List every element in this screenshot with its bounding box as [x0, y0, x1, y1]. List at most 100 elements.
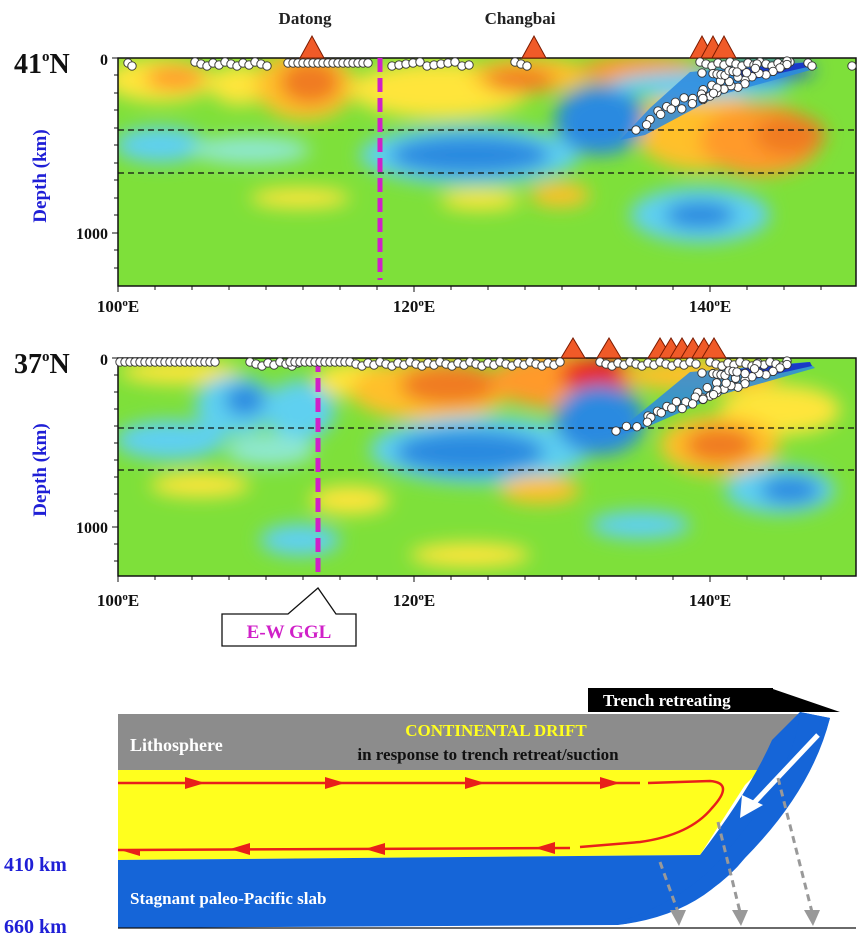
volcano-icon [560, 337, 586, 359]
earthquake-dot [847, 61, 857, 71]
xtick-120e-41n: 120oE [393, 297, 435, 316]
earthquake-dot [750, 63, 760, 74]
xtick-100e-41n: 100oE [97, 297, 139, 316]
ytick-1000-37n: 1000 [76, 520, 108, 537]
trench-arrow-bar [588, 688, 773, 712]
earthquake-dot [708, 389, 719, 400]
volcano-icon [701, 337, 727, 359]
earthquake-dot [698, 93, 708, 104]
earthquake-dot [666, 104, 676, 114]
trench-arrow-head-icon [770, 688, 840, 712]
volcano-markers-41n [299, 34, 737, 59]
volcano-icon [299, 34, 325, 59]
earthquake-dot [363, 58, 373, 68]
lithosphere-layer [118, 714, 808, 770]
earthquake-dot [732, 367, 742, 377]
earthquake-dot [677, 104, 687, 114]
earthquake-dot [262, 61, 272, 71]
flow-arrow-icon [600, 777, 620, 789]
earthquake-dot [611, 426, 621, 436]
volcano-label-changbai: Changbai [485, 9, 556, 28]
depth-660-label: 660 km [4, 916, 67, 937]
earthquake-dot [732, 67, 742, 77]
xtick-140e-37n: 140oE [689, 591, 731, 610]
earthquake-dot [522, 61, 532, 71]
volcano-icon [711, 34, 737, 59]
earthquake-dot [697, 368, 707, 378]
xtick-140e-41n: 140oE [689, 297, 731, 316]
earthquake-dot [697, 68, 707, 78]
depth-410-label: 410 km [4, 854, 67, 876]
earthquake-dot [210, 357, 220, 367]
ytick-0-41n: 0 [100, 52, 108, 69]
earthquake-dot [632, 422, 642, 432]
earthquake-dot [641, 120, 652, 130]
flow-arrow-icon [120, 844, 140, 856]
earthquake-dot [670, 97, 681, 107]
xtick-100e-37n: 100oE [97, 591, 139, 610]
earthquake-dot [721, 378, 731, 388]
earthquake-dot [698, 394, 708, 404]
latitude-label-41n: 41oN [14, 49, 70, 80]
earthquake-dot [741, 68, 752, 78]
earthquake-dot [740, 368, 750, 379]
lithosphere-label: Lithosphere [130, 735, 223, 755]
continental-drift-subtitle: in response to trench retreat/suction [357, 745, 619, 764]
trench-retreating-label: Trench retreating [603, 691, 731, 710]
ggl-callout-box [221, 587, 357, 647]
earthquake-dot [621, 421, 632, 432]
ylabel-37n: Depth (km) [30, 423, 51, 516]
earthquake-dot [749, 364, 760, 374]
flow-arrow-icon [325, 777, 345, 789]
flow-arrow-icon [465, 777, 485, 789]
earthquake-dot [687, 399, 698, 409]
earthquake-dot [677, 403, 687, 414]
earthquake-markers-41n [123, 56, 857, 135]
earthquake-dot [691, 359, 701, 369]
continental-drift-title: CONTINENTAL DRIFT [405, 721, 587, 740]
xtick-120e-37n: 120oE [393, 591, 435, 610]
earthquake-dot [555, 357, 565, 367]
tomography-field-37n [118, 358, 856, 576]
earthquake-dot [687, 99, 697, 109]
earthquake-dot [631, 125, 641, 135]
earthquake-dot [464, 60, 474, 70]
earthquake-dot [656, 408, 666, 418]
ylabel-41n: Depth (km) [30, 129, 51, 222]
volcano-label-datong: Datong [279, 9, 332, 28]
flow-arrow-icon [230, 843, 250, 855]
volcano-markers-37n [560, 337, 727, 359]
dashed-arrow-head-icon [732, 910, 748, 926]
earthquake-dot [807, 61, 817, 71]
panel-41n: 41oN 0 1000 Depth (km) 100oE 120oE 140oE [14, 34, 857, 316]
volcano-icon [596, 337, 622, 359]
volcano-icon [521, 34, 547, 59]
panel-37n: 37oN 0 1000 Depth (km) 100oE 120oE 140oE [14, 337, 857, 610]
flow-arrow-icon [365, 843, 385, 855]
ytick-1000-41n: 1000 [76, 226, 108, 243]
flow-arrow-icon [535, 842, 555, 854]
latitude-label-37n: 37oN [14, 349, 70, 380]
earthquake-dot [667, 403, 677, 413]
slab-label: Stagnant paleo-Pacific slab [130, 889, 326, 908]
earthquake-dot [450, 57, 460, 67]
slab-arrow-head-icon [740, 795, 763, 818]
earthquake-dot [656, 109, 666, 119]
ggl-label: E-W GGL [247, 622, 332, 643]
earthquake-dot [127, 61, 137, 71]
mantle-wedge [118, 770, 760, 860]
dashed-arrow-head-icon [804, 910, 820, 926]
flow-arrow-icon [185, 777, 205, 789]
geodynamic-cartoon: Trench retreating [4, 688, 856, 937]
earthquake-dot [679, 93, 689, 103]
earthquake-dot [702, 382, 712, 393]
ytick-0-37n: 0 [100, 352, 108, 369]
earthquake-dot [415, 57, 425, 67]
dashed-arrow-head-icon [670, 910, 686, 926]
earthquake-dot [708, 88, 719, 98]
stagnant-slab [118, 712, 830, 928]
tomography-field-41n [118, 58, 856, 286]
earthquake-dot [642, 417, 653, 427]
earthquake-markers-37n [115, 356, 792, 436]
